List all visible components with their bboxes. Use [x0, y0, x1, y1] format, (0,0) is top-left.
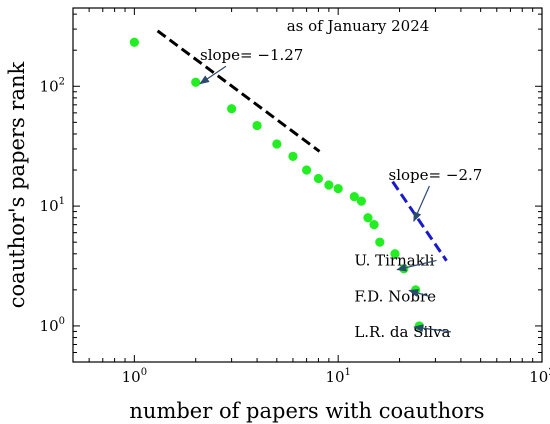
annotation-label: as of January 2024: [287, 17, 430, 35]
annotation-arrow: [408, 289, 430, 298]
y-axis-title: coauthor's papers rank: [5, 61, 29, 308]
data-point: [356, 196, 367, 206]
annotation-label: F.D. Nobre: [354, 287, 436, 305]
data-point: [227, 104, 237, 114]
fit-line: [156, 29, 321, 153]
fit-line: [391, 180, 448, 262]
x-tick-label: 100: [122, 367, 147, 386]
x-axis-title: number of papers with coauthors: [129, 399, 484, 423]
data-point: [390, 249, 400, 259]
annotation-arrow: [413, 324, 451, 333]
annotation-label: slope= −1.27: [200, 46, 303, 64]
x-tick-label: 102: [529, 367, 550, 386]
annotation-arrow: [396, 259, 437, 272]
annotation-label: U. Tirnakli: [354, 251, 434, 269]
data-point: [324, 180, 334, 190]
annotation-label: L.R. da Silva: [354, 323, 450, 341]
y-tick-label: 101: [40, 196, 65, 215]
annotation-label: slope= −2.7: [389, 166, 483, 184]
plot-frame: [72, 7, 543, 363]
data-point: [302, 165, 312, 175]
data-point: [369, 220, 379, 230]
data-point: [349, 192, 359, 202]
data-point: [363, 213, 373, 223]
data-point: [252, 120, 262, 131]
data-point: [191, 77, 201, 87]
data-point: [288, 151, 298, 161]
data-point: [272, 139, 282, 149]
data-point: [333, 183, 343, 194]
y-tick-label: 102: [40, 76, 65, 95]
x-tick-label: 101: [325, 367, 350, 386]
annotation-arrow: [199, 65, 227, 85]
data-point: [129, 37, 139, 47]
data-point: [313, 173, 324, 184]
data-point: [375, 237, 385, 247]
y-tick-label: 100: [40, 316, 65, 335]
annotation-arrow: [413, 185, 430, 222]
